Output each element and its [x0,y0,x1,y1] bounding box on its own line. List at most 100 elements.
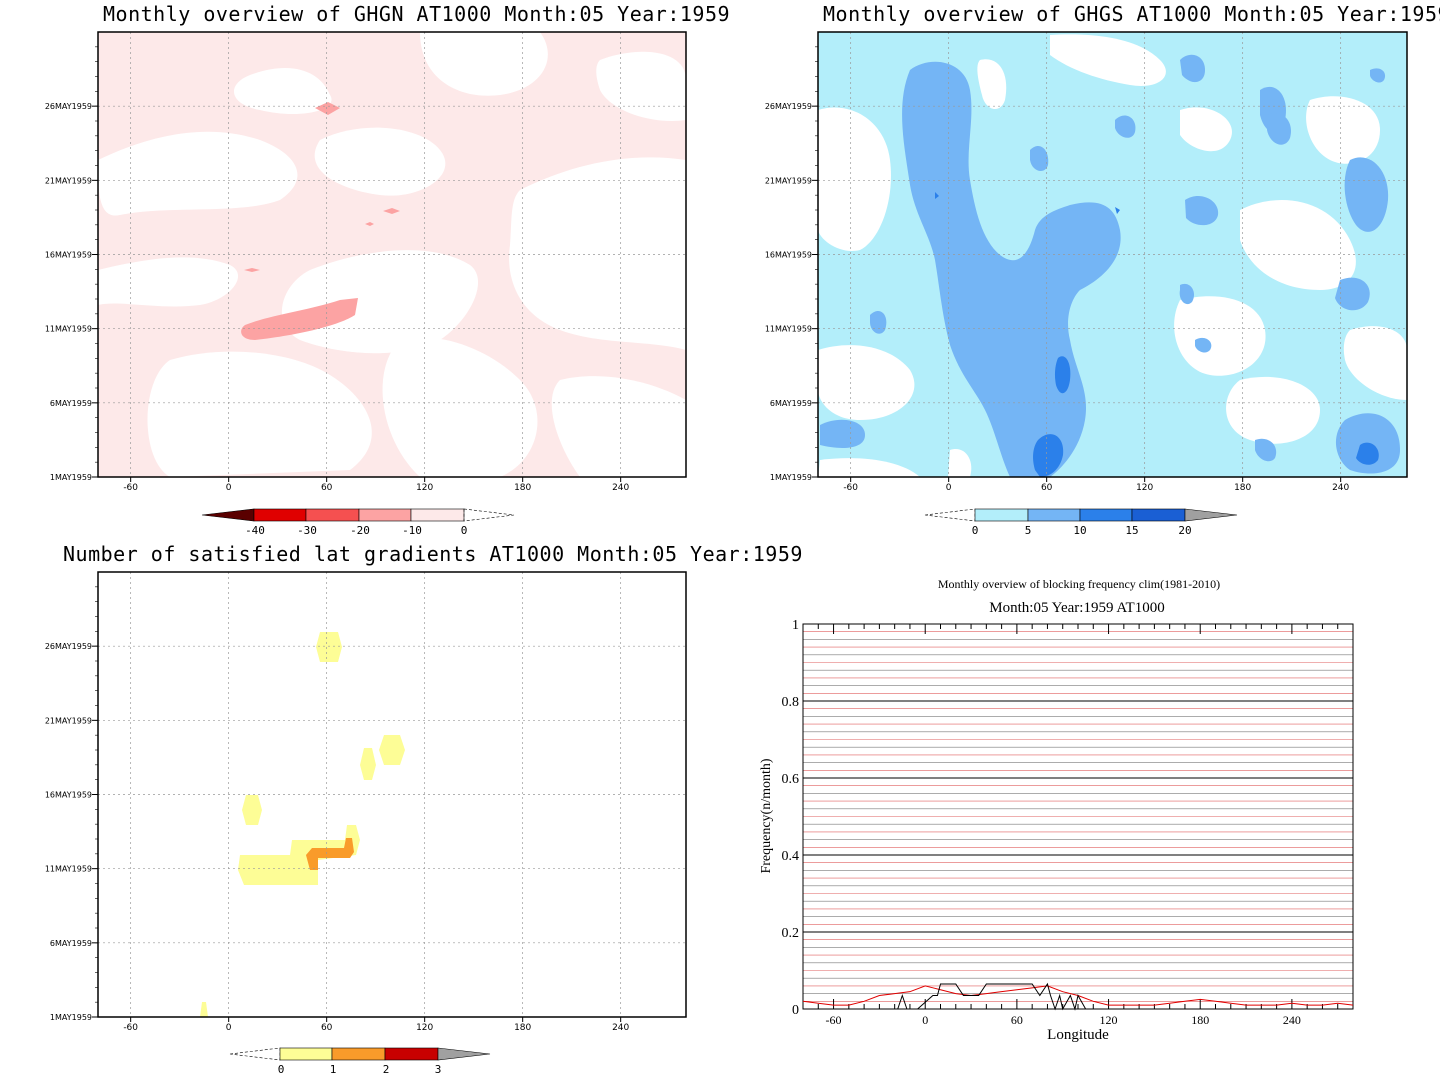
grad-colorbar-swatch [331,1047,386,1061]
ghgn-colorbar-label: -20 [350,524,370,537]
ghgn-colorbar-label: -30 [297,524,317,537]
ghgs-x-ticks: -60 0 60 120 180 240 [843,477,1350,493]
ghgn-plot: 26MAY1959 21MAY1959 16MAY1959 11MAY1959 6MAY… [45,31,687,537]
ghgs-colorbar-min-triangle [924,508,976,522]
grad-plot: 26MAY195921MAY195916MAY195911MAY19596MAY… [45,571,687,1076]
ghgs-mid-region [820,419,865,448]
ghgs-white-region [1240,200,1356,290]
ghgn-x-tick-label: 120 [416,483,433,493]
ghgs-mid-region [1115,115,1136,138]
freq-subtitle: Month:05 Year:1959 AT1000 [989,600,1164,616]
grad-colorbar-min-triangle [229,1047,281,1061]
ghgs-white-region [1343,326,1407,400]
ghgs-y-tick-label: 11MAY1959 [765,325,812,334]
ghgs-white-region [1050,34,1166,86]
ghgn-gridlines [98,32,686,477]
ghgs-x-tick-label: 180 [1234,483,1251,493]
ghgn-white-region [596,51,686,121]
ghgs-colorbar: 0 5 10 15 20 [924,508,1238,537]
ghgs-dark-region [1356,442,1379,465]
ghgn-title: Monthly overview of GHGN AT1000 Month:05… [103,2,731,26]
grad-yellow-region [200,1002,208,1017]
ghgn-y-tick-label: 21MAY1959 [45,176,92,185]
ghgs-mid-region [1185,195,1219,226]
freq-x-tick-label: 180 [1191,1013,1209,1027]
freq-gridlines [803,631,1353,1002]
ghgs-dark-region [1115,207,1120,214]
ghgn-colorbar-swatch [253,508,307,522]
ghgn-white-region [270,415,296,440]
ghgn-colorbar-label: -10 [402,524,422,537]
ghgn-white-region [420,32,548,96]
ghgn-colorbar-swatch [305,508,360,522]
grad-x-ticks: -60 0 60 120 180 240 [123,1017,630,1033]
ghgs-white-region [818,107,891,251]
ghgs-colorbar-max-triangle [1184,508,1238,522]
ghgn-mid-region [365,222,374,226]
ghgs-colorbar-swatch [1131,508,1186,522]
ghgs-white-region [948,449,972,477]
grad-y-tick-label: 26MAY1959 [45,642,92,651]
ghgn-white-region [314,127,446,196]
ghgn-x-tick-label: -60 [123,483,138,493]
ghgn-white-region [509,157,686,350]
freq-y-tick-label: 0.4 [782,849,800,864]
freq-y-tick-label: 0.6 [782,772,800,787]
ghgn-white-region [98,257,239,307]
ghgn-y-tick-label: 16MAY1959 [45,251,92,260]
freq-y-tick-label: 0.2 [782,926,800,941]
ghgn-colorbar: -40 -30 -20 -10 0 [201,508,515,537]
ghgs-x-tick-label: -60 [843,483,858,493]
ghgs-y-tick-label: 6MAY1959 [770,399,812,408]
grad-gridlines [98,572,686,1017]
grad-x-tick-label: 240 [612,1023,629,1033]
freq-title: Monthly overview of blocking frequency c… [938,577,1220,591]
grad-x-tick-label: 180 [514,1023,531,1033]
ghgs-white-region [977,59,1007,110]
ghgs-mid-region [870,310,887,334]
grad-y-tick-label: 16MAY1959 [45,791,92,800]
grad-y-tick-label: 1MAY1959 [50,1013,92,1022]
ghgn-y-ticks: 26MAY1959 21MAY1959 16MAY1959 11MAY1959 6MAY… [45,46,98,482]
grad-yellow-region [238,825,360,885]
ghgs-dark-region [1054,356,1071,394]
ghgs-colorbar-label: 20 [1178,524,1191,537]
ghgn-colorbar-label: 0 [461,524,468,537]
ghgn-white-region [147,351,372,477]
grad-colorbar-label: 0 [278,1063,285,1076]
ghgs-y-tick-label: 26MAY1959 [765,102,812,111]
grad-yellow-region [360,748,376,780]
ghgn-white-region [98,131,298,216]
ghgs-dark-region [1033,434,1064,477]
ghgs-gridlines [818,32,1406,477]
grad-y-tick-label: 21MAY1959 [45,716,92,725]
freq-black-series-line [803,982,1353,1011]
grad-x-tick-label: -60 [123,1023,138,1033]
ghgs-colorbar-label: 5 [1025,524,1032,537]
ghgn-white-region [281,250,479,354]
freq-ticks: 0 0.2 0.4 0.6 0.8 1 -60 0 60 120 180 240 [782,618,1354,1027]
ghgs-y-tick-label: 21MAY1959 [765,176,812,185]
grad-yellow-region [316,632,342,662]
grad-title: Number of satisfied lat gradients AT1000… [63,542,803,566]
grad-colorbar-label: 2 [383,1063,390,1076]
ghgs-title: Monthly overview of GHGS AT1000 Month:05… [823,2,1440,26]
ghgs-colorbar-swatch [974,508,1029,522]
grad-yellow-region [242,795,262,825]
ghgn-colorbar-label: -40 [245,524,265,537]
ghgs-plot: 26MAY1959 21MAY1959 16MAY1959 11MAY1959 6MAY… [765,31,1408,537]
ghgs-mid-region [1195,337,1212,353]
ghgn-y-tick-label: 6MAY1959 [50,399,92,408]
ghgs-colorbar-swatch [1027,508,1081,522]
freq-x-tick-label: 0 [922,1013,928,1027]
ghgn-white-region [551,376,686,477]
ghgs-white-region [818,345,915,420]
freq-x-tick-label: 60 [1011,1013,1023,1027]
grad-orange-region [306,838,354,870]
ghgs-colorbar-label: 15 [1125,524,1138,537]
grad-yellow-region [379,735,405,765]
ghgs-dark-region [935,192,939,199]
grad-x-tick-label: 60 [321,1023,333,1033]
ghgs-white-region [818,458,920,477]
ghgs-colorbar-label: 10 [1073,524,1086,537]
